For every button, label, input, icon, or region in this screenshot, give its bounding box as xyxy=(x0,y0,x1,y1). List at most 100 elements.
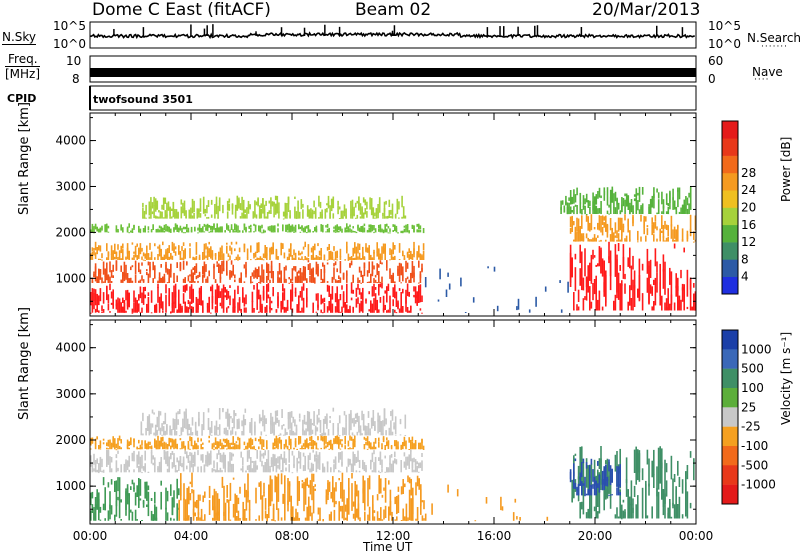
velocity-echo-mark xyxy=(202,447,204,450)
power-echo-mark xyxy=(210,225,212,230)
velocity-echo-mark xyxy=(207,418,210,430)
power-echo-mark xyxy=(334,258,337,260)
power-echo-mark xyxy=(637,288,639,295)
power-echo-mark xyxy=(290,279,292,283)
power-echo-mark xyxy=(204,214,207,217)
velocity-echo-mark xyxy=(158,440,161,449)
power-echo-mark xyxy=(91,288,94,306)
velocity-echo-mark xyxy=(410,439,412,449)
power-echo-mark xyxy=(664,302,666,311)
power-echo-mark xyxy=(291,281,294,283)
power-echo-mark xyxy=(662,199,665,209)
velocity-echo-mark xyxy=(117,450,119,454)
velocity-echo-mark xyxy=(397,486,400,492)
power-echo-mark xyxy=(422,228,425,233)
power-ytick-label: 2000 xyxy=(55,225,86,239)
power-echo-mark xyxy=(211,284,214,304)
power-echo-mark xyxy=(653,222,655,234)
power-echo-mark xyxy=(298,211,301,218)
velocity-echo-mark xyxy=(573,463,575,476)
velocity-echo-mark xyxy=(236,495,238,513)
velocity-echo-mark xyxy=(144,481,146,489)
velocity-echo-mark xyxy=(637,449,639,481)
power-echo-mark xyxy=(202,274,204,283)
power-echo-mark xyxy=(173,227,175,233)
velocity-echo-mark xyxy=(96,458,98,464)
power-echo-mark xyxy=(343,210,346,213)
velocity-echo-mark xyxy=(272,447,274,450)
power-echo-mark xyxy=(673,203,676,210)
velocity-echo-mark xyxy=(197,445,199,450)
velocity-echo-mark xyxy=(154,504,156,521)
power-echo-mark xyxy=(283,266,286,280)
velocity-echo-mark xyxy=(582,458,585,464)
velocity-echo-mark xyxy=(399,434,402,436)
power-echo-mark xyxy=(176,309,178,313)
velocity-echo-mark xyxy=(242,457,244,466)
velocity-echo-mark xyxy=(226,408,229,427)
power-echo-mark xyxy=(600,216,602,233)
velocity-echo-mark xyxy=(419,462,422,466)
power-echo-mark xyxy=(609,234,612,242)
power-echo-mark xyxy=(150,251,153,256)
power-echo-mark xyxy=(560,309,563,313)
velocity-echo-mark xyxy=(93,453,95,465)
power-echo-mark xyxy=(240,272,242,283)
power-echo-mark xyxy=(157,228,159,233)
velocity-echo-mark xyxy=(299,457,302,469)
power-echo-mark xyxy=(139,243,142,253)
power-echo-mark xyxy=(381,276,383,283)
velocity-echo-mark xyxy=(176,443,178,448)
velocity-echo-mark xyxy=(188,424,191,430)
power-echo-mark xyxy=(629,230,631,242)
velocity-echo-mark xyxy=(204,491,206,498)
power-echo-mark xyxy=(387,232,390,234)
power-echo-mark xyxy=(182,293,185,304)
power-echo-mark xyxy=(169,207,171,216)
power-echo-mark xyxy=(139,249,142,255)
power-echo-mark xyxy=(619,265,621,271)
power-echo-mark xyxy=(196,208,199,215)
power-echo-mark xyxy=(176,224,178,230)
power-echo-mark xyxy=(136,303,138,313)
velocity-echo-mark xyxy=(107,449,110,462)
power-echo-mark xyxy=(410,305,412,313)
power-echo-mark xyxy=(371,258,374,260)
power-echo-mark xyxy=(151,202,154,209)
power-echo-mark xyxy=(675,273,677,297)
power-echo-mark xyxy=(685,196,687,211)
power-echo-mark xyxy=(115,251,118,256)
power-echo-mark xyxy=(182,242,185,246)
velocity-echo-mark xyxy=(621,518,623,520)
power-echo-mark xyxy=(206,246,209,253)
power-echo-mark xyxy=(683,284,685,311)
power-echo-mark xyxy=(363,227,366,233)
velocity-echo-mark xyxy=(150,498,153,501)
power-echo-mark xyxy=(253,275,255,279)
power-echo-mark xyxy=(133,254,135,260)
velocity-echo-mark xyxy=(574,482,577,489)
power-echo-mark xyxy=(672,188,674,201)
velocity-echo-mark xyxy=(651,460,653,478)
velocity-echo-mark xyxy=(317,454,319,464)
power-echo-mark xyxy=(382,295,385,311)
power-echo-mark xyxy=(677,286,679,311)
velocity-echo-mark xyxy=(109,441,111,450)
power-echo-mark xyxy=(597,299,599,311)
power-echo-mark xyxy=(173,285,175,304)
power-echo-mark xyxy=(597,191,599,199)
power-echo-mark xyxy=(243,307,246,313)
velocity-echo-mark xyxy=(242,465,244,473)
velocity-echo-mark xyxy=(391,511,393,521)
power-echo-mark xyxy=(93,226,95,233)
noise-tick-bottom: 10^0 xyxy=(53,37,86,51)
velocity-echo-mark xyxy=(590,458,593,465)
velocity-echo-mark xyxy=(191,472,193,488)
velocity-echo-mark xyxy=(304,478,307,505)
power-echo-mark xyxy=(386,228,388,233)
power-echo-mark xyxy=(171,255,174,260)
power-echo-mark xyxy=(98,295,100,306)
velocity-echo-mark xyxy=(150,452,153,464)
velocity-echo-mark xyxy=(272,442,274,450)
power-echo-mark xyxy=(386,223,388,227)
